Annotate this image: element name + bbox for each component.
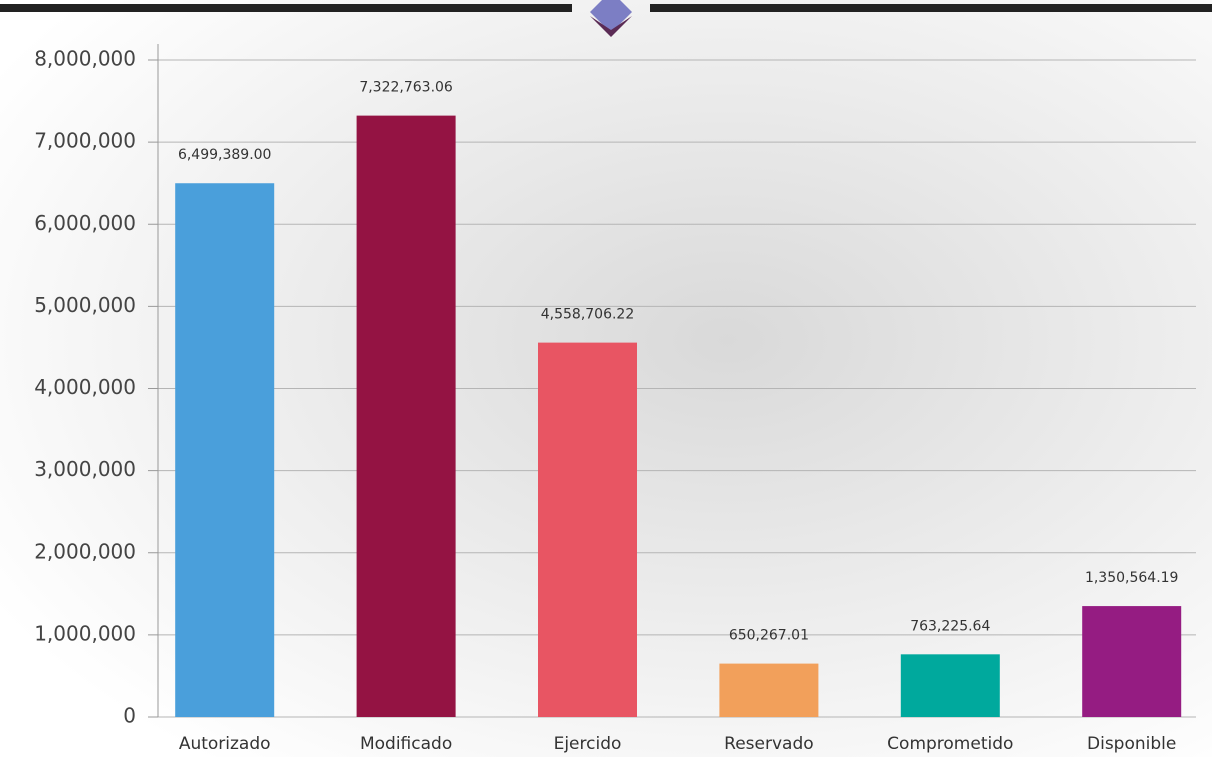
y-tick-label: 4,000,000 (34, 375, 136, 399)
data-label: 7,322,763.06 (359, 80, 453, 96)
x-tick-label: Reservado (724, 734, 813, 754)
bar (538, 343, 637, 717)
data-label: 763,225.64 (910, 618, 990, 634)
x-tick-label: Comprometido (887, 734, 1013, 754)
y-tick-label: 8,000,000 (34, 47, 136, 71)
top-rule (650, 4, 1212, 12)
bar (1082, 606, 1181, 717)
data-label: 4,558,706.22 (541, 307, 635, 323)
y-tick-label: 7,000,000 (34, 129, 136, 153)
bar (175, 183, 274, 717)
bar (901, 654, 1000, 717)
y-tick-label: 0 (123, 704, 136, 728)
y-tick-label: 3,000,000 (34, 457, 136, 481)
top-rule (0, 4, 572, 12)
x-tick-label: Ejercido (554, 734, 622, 754)
data-label: 6,499,389.00 (178, 147, 272, 163)
page: 0 1,000,000 2,000,000 3,000,000 4,000,000 5,0… (0, 0, 1212, 757)
bar (357, 116, 456, 717)
y-tick-label: 1,000,000 (34, 621, 136, 645)
bar (719, 664, 818, 717)
x-tick-label: Disponible (1087, 734, 1176, 754)
x-tick-label: Modificado (360, 734, 452, 754)
data-label: 650,267.01 (729, 628, 809, 644)
data-label: 1,350,564.19 (1085, 570, 1179, 586)
y-tick-label: 2,000,000 (34, 539, 136, 563)
y-tick-label: 5,000,000 (34, 293, 136, 317)
x-tick-label: Autorizado (179, 734, 271, 754)
chart: 0 1,000,000 2,000,000 3,000,000 4,000,000 5,0… (0, 0, 1212, 757)
y-tick-label: 6,000,000 (34, 211, 136, 235)
